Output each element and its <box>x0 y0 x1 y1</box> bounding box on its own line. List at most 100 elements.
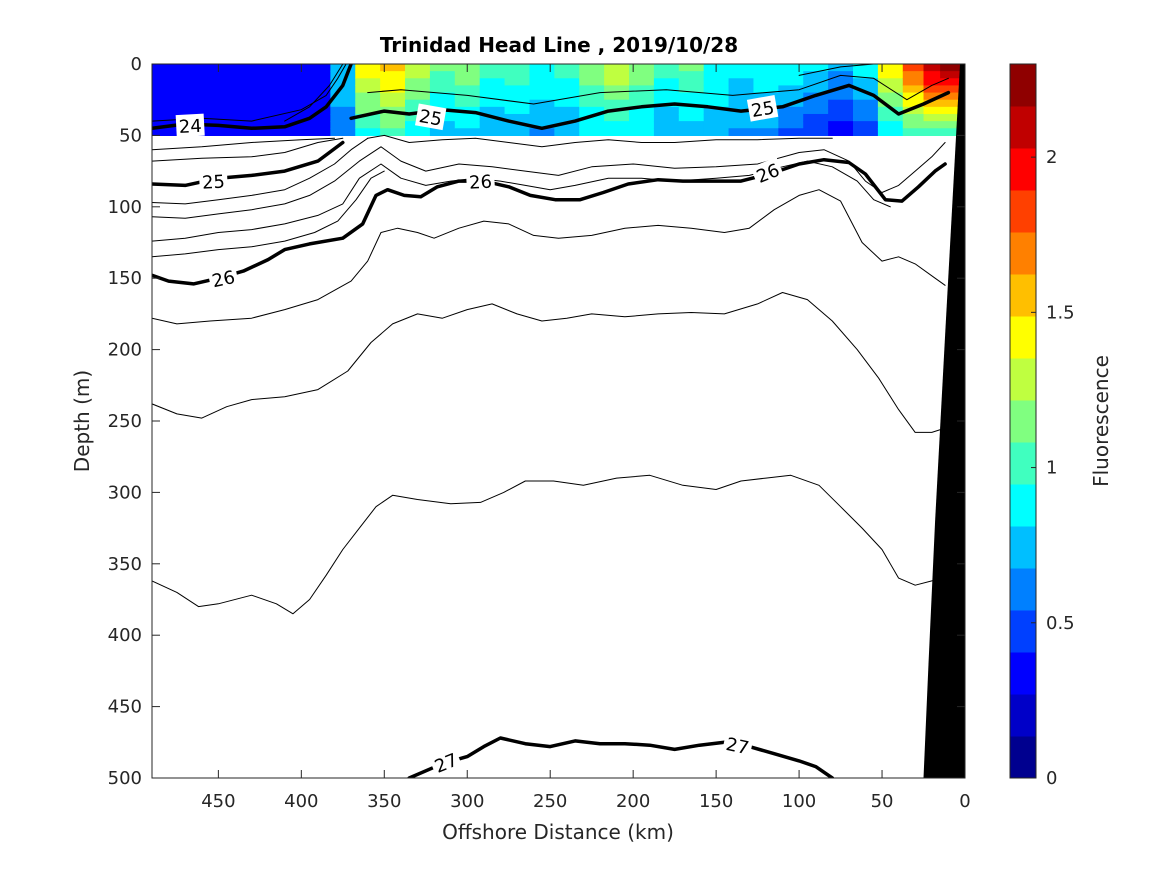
contour-label-bg <box>750 157 785 188</box>
heat-cell <box>529 113 555 122</box>
colorbar-ticks: 0 0.5 1 1.5 2 <box>1031 147 1075 789</box>
heat-cell <box>778 64 804 72</box>
heat-cell <box>380 92 406 101</box>
contour-label-bg <box>465 169 496 193</box>
heat-cell <box>828 99 854 108</box>
heat-cell <box>579 99 605 108</box>
heat-cell <box>902 113 925 122</box>
heat-cell <box>330 92 356 101</box>
heat-cell <box>405 78 431 87</box>
heat-cell <box>152 78 170 87</box>
chart-title: Trinidad Head Line , 2019/10/28 <box>380 33 738 57</box>
heat-cell <box>604 99 630 108</box>
plot-area: 24 25 25 25 26 26 26 27 27 450 400 350 300 250 200 150… <box>108 54 971 812</box>
heat-cell <box>268 92 302 101</box>
heat-cell <box>753 121 779 129</box>
heat-cell <box>201 78 236 87</box>
colorbar-tick-label: 2 <box>1046 147 1057 168</box>
heat-cell <box>678 64 705 72</box>
heat-cell <box>529 64 555 72</box>
heat-cell <box>579 78 605 87</box>
heat-cell <box>678 106 705 115</box>
colorbar-cell <box>1010 358 1036 401</box>
y-tick-label: 350 <box>108 554 142 575</box>
heat-cell <box>678 121 705 129</box>
heat-cell <box>405 64 431 72</box>
heat-cell <box>629 99 655 108</box>
colorbar-cell <box>1010 106 1036 149</box>
contour-line <box>284 64 344 122</box>
density-contours <box>152 64 951 778</box>
heat-cell <box>152 99 170 108</box>
heat-cell <box>454 71 481 79</box>
heat-cell <box>454 121 481 129</box>
heat-cell <box>579 64 605 72</box>
heat-cell <box>940 71 965 79</box>
bathymetry-shape <box>923 64 965 778</box>
contour-label-bg <box>198 169 228 193</box>
heat-cell <box>152 128 170 136</box>
heat-cell <box>923 99 941 108</box>
heat-cell <box>778 78 804 87</box>
heat-cell <box>201 85 236 94</box>
y-tick-label: 500 <box>108 768 142 789</box>
heat-cell <box>828 106 854 115</box>
heat-cell <box>554 92 580 101</box>
colorbar-cell <box>1010 694 1036 737</box>
heat-cell <box>268 99 302 108</box>
heat-cell <box>778 106 804 115</box>
heat-cell <box>201 99 236 108</box>
heat-cell <box>301 128 331 136</box>
heat-cell <box>753 128 779 136</box>
contour-label-bg <box>721 731 754 759</box>
contour-line <box>152 137 369 205</box>
heat-cell <box>152 71 170 79</box>
heat-cell <box>168 92 203 101</box>
heat-cell <box>234 99 269 108</box>
heat-cell <box>940 113 965 122</box>
heat-cell <box>355 85 381 94</box>
contour-label-bg <box>175 113 205 138</box>
contour-label-bg <box>415 103 447 131</box>
heat-cell <box>853 128 879 136</box>
heat-cell <box>529 78 555 87</box>
heat-cell <box>923 64 941 72</box>
heat-cell <box>803 85 829 94</box>
heat-cell <box>728 64 755 72</box>
contour-label: 25 <box>198 169 228 194</box>
heat-cell <box>301 113 331 122</box>
heat-cell <box>803 78 829 87</box>
contour-line-major <box>349 83 951 131</box>
x-tick-label: 100 <box>782 791 816 812</box>
heat-cell <box>604 92 630 101</box>
contour-label: 25 <box>415 103 447 131</box>
heat-cell <box>940 99 965 108</box>
heat-cell <box>653 106 680 115</box>
heat-cell <box>902 78 925 87</box>
heat-cell <box>629 106 655 115</box>
heat-cell <box>330 85 356 94</box>
colorbar-tick-label: 1 <box>1046 458 1057 479</box>
heat-cell <box>201 128 236 136</box>
heat-cell <box>380 78 406 87</box>
x-tick-label: 0 <box>959 791 970 812</box>
contour-label: 24 <box>175 113 205 138</box>
heat-cell <box>940 121 965 129</box>
heat-cell <box>168 106 203 115</box>
heat-cell <box>629 64 655 72</box>
heat-cell <box>940 106 965 115</box>
heat-cell <box>234 128 269 136</box>
contour-label-text: 26 <box>210 267 237 292</box>
heat-cell <box>529 92 555 101</box>
heat-cell <box>168 71 203 79</box>
heat-cell <box>479 78 506 87</box>
colorbar-cell <box>1010 568 1036 611</box>
heat-cell <box>728 99 755 108</box>
heat-cell <box>268 71 302 79</box>
heat-cell <box>355 99 381 108</box>
heat-cell <box>234 92 269 101</box>
heat-cell <box>828 113 854 122</box>
heat-cell <box>877 128 904 136</box>
heat-cell <box>853 106 879 115</box>
